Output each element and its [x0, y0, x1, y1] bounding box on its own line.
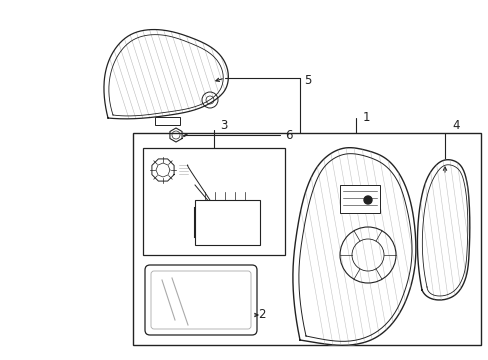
- Polygon shape: [104, 30, 228, 119]
- Text: 2: 2: [258, 309, 265, 321]
- Bar: [339, 185, 379, 213]
- Bar: [142, 148, 285, 255]
- Text: 3: 3: [220, 118, 227, 131]
- Bar: [195, 200, 260, 245]
- Text: 6: 6: [285, 129, 292, 141]
- FancyBboxPatch shape: [151, 271, 250, 329]
- Polygon shape: [417, 160, 469, 300]
- Bar: [133, 133, 480, 345]
- Text: 1: 1: [362, 111, 370, 123]
- Polygon shape: [292, 148, 415, 345]
- Text: 5: 5: [304, 73, 311, 86]
- FancyBboxPatch shape: [145, 265, 257, 335]
- Circle shape: [363, 196, 371, 204]
- Bar: [155, 117, 180, 125]
- Text: 4: 4: [451, 118, 459, 131]
